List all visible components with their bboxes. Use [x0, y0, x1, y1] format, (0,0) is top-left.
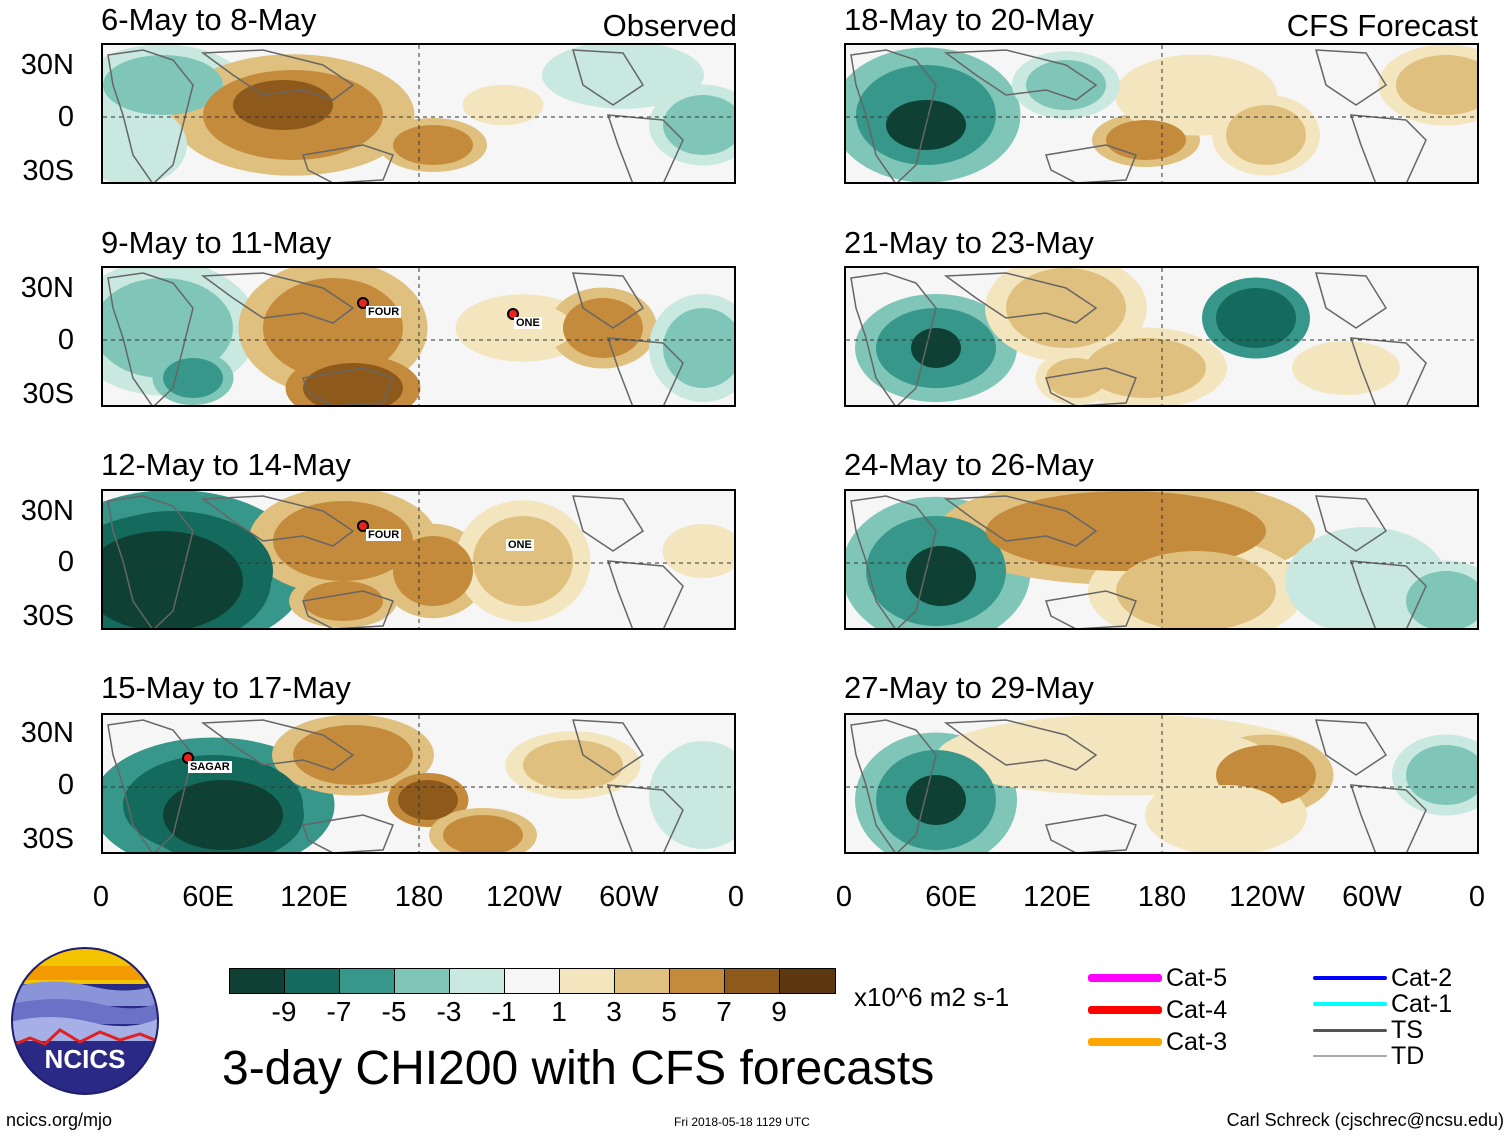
lat-label: 30S — [22, 823, 74, 855]
legend-line — [1088, 1006, 1162, 1014]
panel-title-6: 21-May to 23-May — [844, 225, 1094, 260]
legend-label: TS — [1391, 1016, 1423, 1044]
colorbar-swatch — [670, 969, 725, 993]
legend-line — [1088, 1038, 1162, 1046]
lat-label: 30N — [20, 717, 74, 749]
map-panel-3 — [101, 489, 736, 630]
legend-line — [1313, 1028, 1387, 1032]
lon-label: 60W — [1342, 881, 1402, 913]
lat-label: 30S — [22, 378, 74, 410]
main-title: 3-day CHI200 with CFS forecasts — [222, 1042, 935, 1095]
lat-label: 30S — [22, 600, 74, 632]
lon-label: 120E — [280, 881, 348, 913]
lat-label: 0 — [57, 324, 74, 356]
map-panel-2 — [101, 266, 736, 407]
lon-label: 60E — [182, 881, 234, 913]
legend-line — [1313, 976, 1387, 980]
colorbar-tick-label: -5 — [381, 996, 407, 1027]
legend-line — [1313, 1002, 1387, 1006]
colorbar-units: x10^6 m2 s-1 — [854, 982, 1010, 1012]
lat-label: 30N — [20, 495, 74, 527]
lon-label: 0 — [1468, 881, 1486, 913]
colorbar-swatch — [450, 969, 505, 993]
footer-credit: Carl Schreck (cjschrec@ncsu.edu) — [1226, 1110, 1504, 1130]
legend-label: Cat-4 — [1166, 996, 1228, 1024]
legend-label: Cat-5 — [1166, 964, 1228, 992]
legend-line — [1088, 974, 1162, 982]
storm-label-four: FOUR — [366, 306, 402, 318]
lon-label: 0 — [92, 881, 110, 913]
panel-title-4: 15-May to 17-May — [101, 670, 351, 705]
colorbar-tick-label: -1 — [491, 996, 517, 1027]
footer-url[interactable]: ncics.org/mjo — [6, 1110, 113, 1130]
legend-label: Cat-2 — [1391, 964, 1453, 992]
observed-label: Observed — [602, 8, 737, 43]
colorbar-swatch — [395, 969, 450, 993]
lat-label: 0 — [57, 769, 74, 801]
storm-label-four: FOUR — [366, 529, 402, 541]
legend-line — [1313, 1055, 1387, 1057]
colorbar-tick-label: -3 — [436, 996, 462, 1027]
lon-label: 60E — [925, 881, 977, 913]
legend-label: TD — [1391, 1042, 1425, 1070]
map-panel-5 — [844, 43, 1479, 184]
colorbar-tick-label: 9 — [771, 996, 787, 1027]
colorbar — [229, 968, 836, 994]
map-panel-7 — [844, 489, 1479, 630]
panel-title-8: 27-May to 29-May — [844, 670, 1094, 705]
colorbar-swatch — [780, 969, 835, 993]
colorbar-tick-label: -9 — [271, 996, 297, 1027]
map-panel-4 — [101, 713, 736, 854]
colorbar-tick-label: 7 — [716, 996, 732, 1027]
legend-label: Cat-3 — [1166, 1028, 1228, 1056]
storm-label-sagar: SAGAR — [188, 761, 232, 773]
colorbar-tick-label: 5 — [661, 996, 677, 1027]
colorbar-swatch — [340, 969, 395, 993]
colorbar-tick-label: 3 — [606, 996, 622, 1027]
legend-label: Cat-1 — [1391, 990, 1453, 1018]
colorbar-swatch — [615, 969, 670, 993]
panel-title-3: 12-May to 14-May — [101, 447, 351, 482]
lon-label: 60W — [599, 881, 659, 913]
storm-label-one: ONE — [514, 317, 542, 329]
panel-title-7: 24-May to 26-May — [844, 447, 1094, 482]
colorbar-swatch — [560, 969, 615, 993]
lat-label: 0 — [57, 546, 74, 578]
lat-label: 30N — [20, 49, 74, 81]
colorbar-swatch — [230, 969, 285, 993]
map-panel-1 — [101, 43, 736, 184]
lon-label: 0 — [835, 881, 853, 913]
footer-timestamp: Fri 2018-05-18 1129 UTC — [674, 1115, 810, 1129]
colorbar-swatch — [505, 969, 560, 993]
panel-title-2: 9-May to 11-May — [101, 225, 332, 260]
forecast-label: CFS Forecast — [1286, 8, 1478, 43]
colorbar-swatch — [725, 969, 780, 993]
lon-label: 120W — [1229, 881, 1305, 913]
logo-text: NCICS — [45, 1044, 126, 1074]
colorbar-swatch — [285, 969, 340, 993]
lon-label: 0 — [727, 881, 745, 913]
panel-title-5: 18-May to 20-May — [844, 2, 1094, 37]
lon-label: 120W — [486, 881, 562, 913]
panel-title-1: 6-May to 8-May — [101, 2, 317, 37]
ncics-logo: NCICS — [10, 946, 160, 1096]
storm-label-one: ONE — [506, 539, 534, 551]
map-panel-8 — [844, 713, 1479, 854]
lon-label: 180 — [394, 881, 444, 913]
colorbar-tick-label: 1 — [551, 996, 567, 1027]
lat-label: 30N — [20, 272, 74, 304]
lon-label: 120E — [1023, 881, 1091, 913]
map-panel-6 — [844, 266, 1479, 407]
lat-label: 30S — [22, 155, 74, 187]
colorbar-tick-label: -7 — [326, 996, 352, 1027]
lon-label: 180 — [1137, 881, 1187, 913]
lat-label: 0 — [57, 101, 74, 133]
